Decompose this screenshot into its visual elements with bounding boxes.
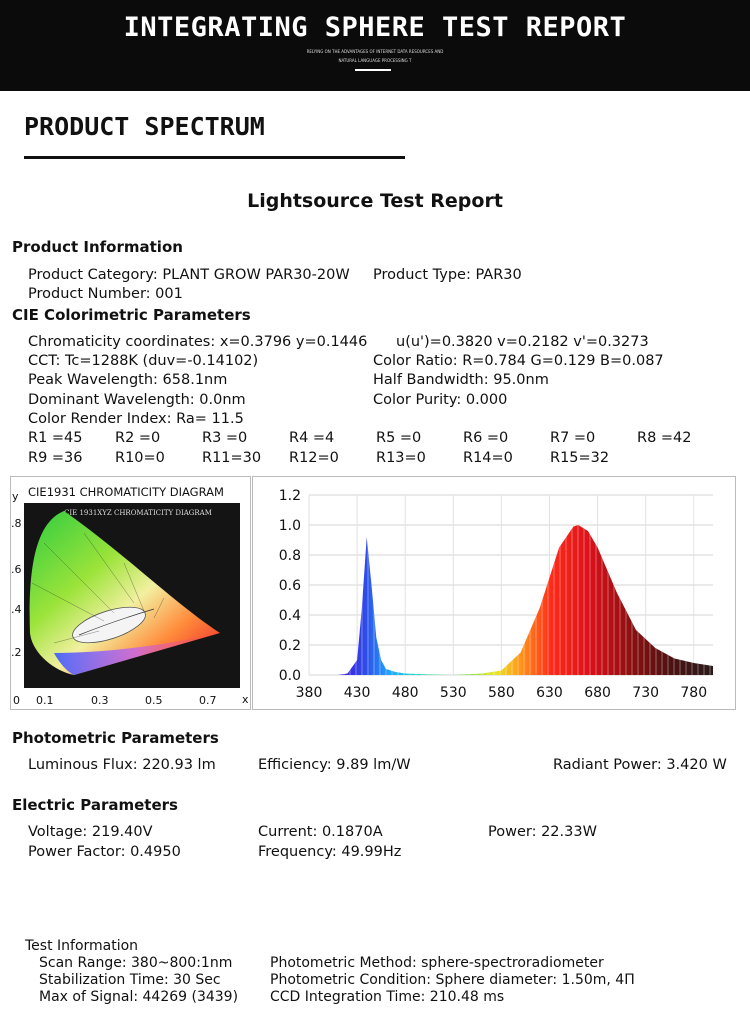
r-value: R1 =45	[28, 430, 83, 446]
inner-diagram-label: CIE 1931XYZ CHROMATICITY DIAGRAM	[64, 509, 212, 517]
x-tick-label: 480	[392, 685, 419, 701]
cie-x-tick: 0.3	[91, 694, 109, 707]
cie-diagram-panel	[10, 476, 251, 710]
section-title: PRODUCT SPECTRUM	[24, 112, 265, 141]
r-value: R15=32	[550, 450, 610, 466]
electric-heading: Electric Parameters	[12, 796, 178, 814]
power: Power: 22.33W	[488, 824, 597, 840]
y-tick-label: 0.2	[279, 638, 301, 654]
spectrum-series-texture	[309, 525, 713, 675]
product-type: Product Type: PAR30	[373, 267, 522, 283]
scan-range: Scan Range: 380~800:1nm	[39, 955, 233, 971]
cie-y-tick: .4	[11, 603, 22, 616]
y-tick-label: 1.0	[279, 518, 301, 534]
r-value: R14=0	[463, 450, 513, 466]
product-info-heading: Product Information	[12, 238, 183, 256]
r-value: R11=30	[202, 450, 262, 466]
cie-y-tick: .2	[11, 646, 22, 659]
efficiency: Efficiency: 9.89 lm/W	[258, 757, 411, 773]
banner-divider	[355, 69, 391, 71]
banner-title: INTEGRATING SPHERE TEST REPORT	[123, 12, 627, 43]
r-value: R5 =0	[376, 430, 422, 446]
ccd-integration-time: CCD Integration Time: 210.48 ms	[270, 989, 505, 1005]
banner-subtitle: RELYING ON THE ADVANTAGES OF INTERNET DA…	[0, 47, 750, 65]
voltage: Voltage: 219.40V	[28, 824, 153, 840]
cie-x-tick: 0.7	[199, 694, 217, 707]
x-tick-label: 380	[296, 685, 323, 701]
power-factor: Power Factor: 0.4950	[28, 844, 181, 860]
report-title: Lightsource Test Report	[247, 190, 503, 212]
product-category: Product Category: PLANT GROW PAR30-20W	[28, 267, 350, 283]
photometric-method: Photometric Method: sphere-spectroradiom…	[270, 955, 604, 971]
current: Current: 0.1870A	[258, 824, 383, 840]
planckian-locus-region	[72, 606, 146, 644]
banner-subtitle-line1: RELYING ON THE ADVANTAGES OF INTERNET DA…	[306, 49, 444, 54]
planckian-locus	[78, 608, 155, 636]
luminous-flux: Luminous Flux: 220.93 lm	[28, 757, 216, 773]
r-value: R10=0	[115, 450, 165, 466]
cie-x-tick: 0.5	[145, 694, 163, 707]
dominant-wavelength: Dominant Wavelength: 0.0nm	[28, 392, 246, 408]
y-tick-label: 0.8	[279, 548, 301, 564]
x-tick-label: 630	[536, 685, 563, 701]
max-signal: Max of Signal: 44269 (3439)	[39, 989, 239, 1005]
r-value: R8 =42	[637, 430, 692, 446]
spectrum-chart-panel	[252, 476, 736, 710]
cie-y-tick: .6	[11, 563, 22, 576]
uv-coords: u(u')=0.3820 v=0.2182 v'=0.3273	[396, 334, 649, 350]
chromaticity-coords: Chromaticity coordinates: x=0.3796 y=0.1…	[28, 334, 368, 350]
y-tick-label: 0.0	[279, 668, 301, 684]
r-value: R6 =0	[463, 430, 509, 446]
cie-chromaticity-diagram: CIE 1931XYZ CHROMATICITY DIAGRAM	[24, 503, 240, 688]
isotemperature-lines	[31, 532, 165, 644]
r-value: R3 =0	[202, 430, 248, 446]
chart-x-ticks: 380 430 480 530 580 630 680 730 780	[296, 685, 707, 701]
cie-y-tick: .8	[11, 517, 22, 530]
photometric-heading: Photometric Parameters	[12, 729, 219, 747]
r-value: R12=0	[289, 450, 339, 466]
x-tick-label: 430	[344, 685, 371, 701]
cie-heading: CIE Colorimetric Parameters	[12, 306, 251, 324]
color-ratio: Color Ratio: R=0.784 G=0.129 B=0.087	[373, 353, 664, 369]
x-tick-label: 680	[584, 685, 611, 701]
half-bandwidth: Half Bandwidth: 95.0nm	[373, 372, 549, 388]
cie-x-axis-title: x	[242, 693, 249, 706]
stabilization-time: Stabilization Time: 30 Sec	[39, 972, 221, 988]
section-divider	[24, 156, 405, 159]
header-banner	[0, 0, 750, 91]
frequency: Frequency: 49.99Hz	[258, 844, 402, 860]
y-tick-label: 1.2	[279, 488, 301, 504]
cct-value: CCT: Tc=1288K (duv=-0.14102)	[28, 353, 259, 369]
cie-x-tick: 0.1	[36, 694, 54, 707]
photometric-condition: Photometric Condition: Sphere diameter: …	[270, 972, 635, 988]
x-tick-label: 730	[632, 685, 659, 701]
cie-y-axis-title: y	[12, 490, 19, 503]
spectrum-chart: 0.0 0.2 0.4 0.6 0.8 1.0 1.2 380 430 480 530 580 630…	[279, 488, 713, 701]
x-tick-label: 780	[680, 685, 707, 701]
radiant-power: Radiant Power: 3.420 W	[553, 757, 727, 773]
peak-wavelength: Peak Wavelength: 658.1nm	[28, 372, 228, 388]
r-value: R4 =4	[289, 430, 335, 446]
test-info-heading: Test Information	[25, 938, 139, 954]
color-purity: Color Purity: 0.000	[373, 392, 508, 408]
x-tick-label: 580	[488, 685, 515, 701]
purple-line-region	[54, 633, 220, 675]
cie-x-tick: 0	[13, 694, 20, 707]
y-tick-label: 0.4	[279, 608, 301, 624]
x-tick-label: 530	[440, 685, 467, 701]
r-value: R9 =36	[28, 450, 83, 466]
cie-diagram-label: CIE1931 CHROMATICITY DIAGRAM	[28, 485, 224, 499]
r-value: R13=0	[376, 450, 426, 466]
color-render-index: Color Render Index: Ra= 11.5	[28, 411, 244, 427]
banner-subtitle-line2: NATURAL LANGUAGE PROCESSING T	[338, 58, 412, 63]
chart-y-ticks: 0.0 0.2 0.4 0.6 0.8 1.0 1.2	[279, 488, 301, 684]
r-value: R7 =0	[550, 430, 596, 446]
y-tick-label: 0.6	[279, 578, 301, 594]
r-value: R2 =0	[115, 430, 161, 446]
product-number: Product Number: 001	[28, 286, 183, 302]
